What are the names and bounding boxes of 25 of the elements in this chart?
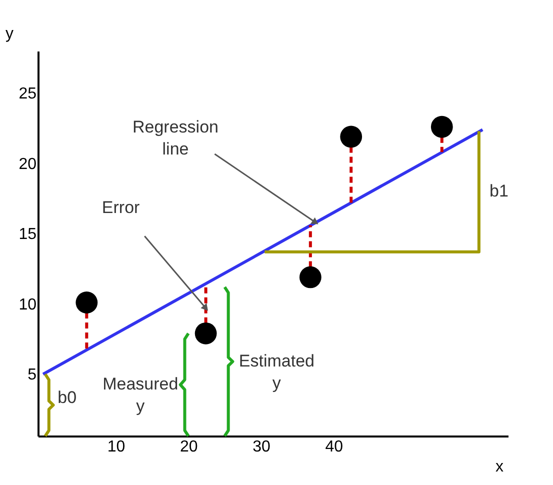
- x-axis-title: x: [496, 458, 504, 476]
- line-series: [44, 372, 55, 438]
- point: [340, 126, 362, 148]
- annotation: Error: [102, 198, 140, 218]
- line-series: [223, 286, 234, 438]
- y-tick-label: 20: [18, 156, 37, 173]
- annotation: Regression line: [132, 117, 218, 158]
- point: [76, 292, 98, 314]
- annotation: b0: [58, 388, 77, 408]
- x-tick-label: 10: [107, 438, 126, 456]
- annotation: Measured y: [102, 374, 178, 416]
- point: [194, 322, 217, 344]
- point: [430, 116, 453, 138]
- annotation: Estimated y: [238, 352, 314, 393]
- y-tick-label: 25: [18, 86, 37, 103]
- x-tick-label: 20: [180, 438, 198, 456]
- y-tick-label: 15: [18, 226, 37, 244]
- y-axis-title: y: [6, 26, 14, 42]
- y-tick-label: 5: [28, 366, 37, 384]
- x-tick-label: 40: [325, 438, 344, 456]
- x-tick-label: 30: [252, 438, 271, 456]
- line-series: [178, 332, 190, 438]
- annotation: b1: [489, 182, 508, 201]
- y-tick-label: 10: [18, 296, 37, 314]
- point: [299, 266, 322, 288]
